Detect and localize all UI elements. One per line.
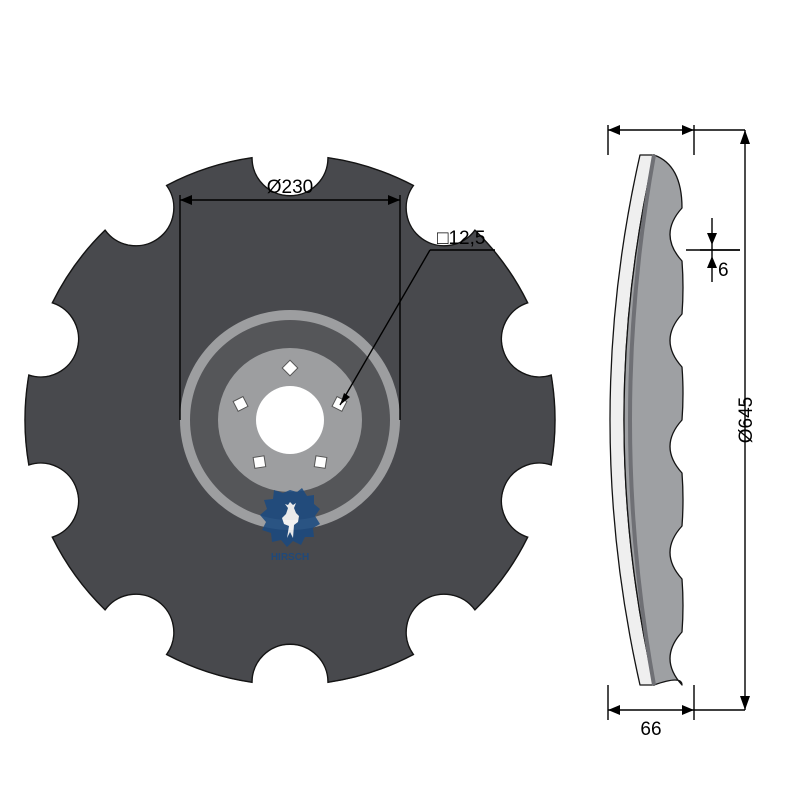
center-bore — [256, 386, 324, 454]
dimension-disc-diameter: Ø645 — [736, 130, 757, 710]
watermark-text: HIRSCH — [271, 552, 309, 563]
side-view — [610, 155, 683, 685]
label-bolt-square: □12,5 — [437, 228, 485, 249]
label-disc-diameter: Ø645 — [736, 397, 757, 443]
bolt-hole — [253, 456, 266, 469]
label-thickness: 6 — [718, 260, 729, 281]
label-hub-diameter: Ø230 — [267, 177, 313, 198]
dimension-thickness: 6 — [686, 218, 740, 282]
dimension-top-bracket — [608, 125, 745, 155]
bolt-hole — [314, 456, 327, 469]
label-dish-width: 66 — [640, 719, 661, 740]
dimension-dish-width: 66 — [608, 685, 745, 740]
diagram-canvas: HIRSCH Ø230 □12,5 6 — [0, 0, 800, 800]
technical-drawing: HIRSCH Ø230 □12,5 6 — [0, 0, 800, 800]
